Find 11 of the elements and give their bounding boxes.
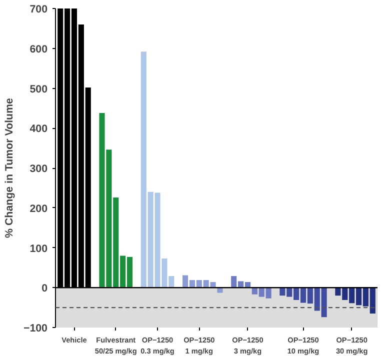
y-tick-label: 0: [42, 282, 48, 295]
y-tick-label: 100: [30, 242, 48, 255]
bar: [217, 288, 223, 293]
y-tick-label: 300: [30, 163, 48, 175]
y-tick-label: 400: [30, 123, 48, 136]
y-tick-label: −100: [23, 322, 48, 334]
y-tick-label: 700: [30, 4, 48, 16]
y-tick-label: 600: [30, 43, 48, 56]
y-tick-label: 500: [30, 83, 48, 96]
y-tick-label: 200: [30, 202, 48, 215]
y-axis-title: % Change in Tumor Volume: [3, 98, 16, 238]
